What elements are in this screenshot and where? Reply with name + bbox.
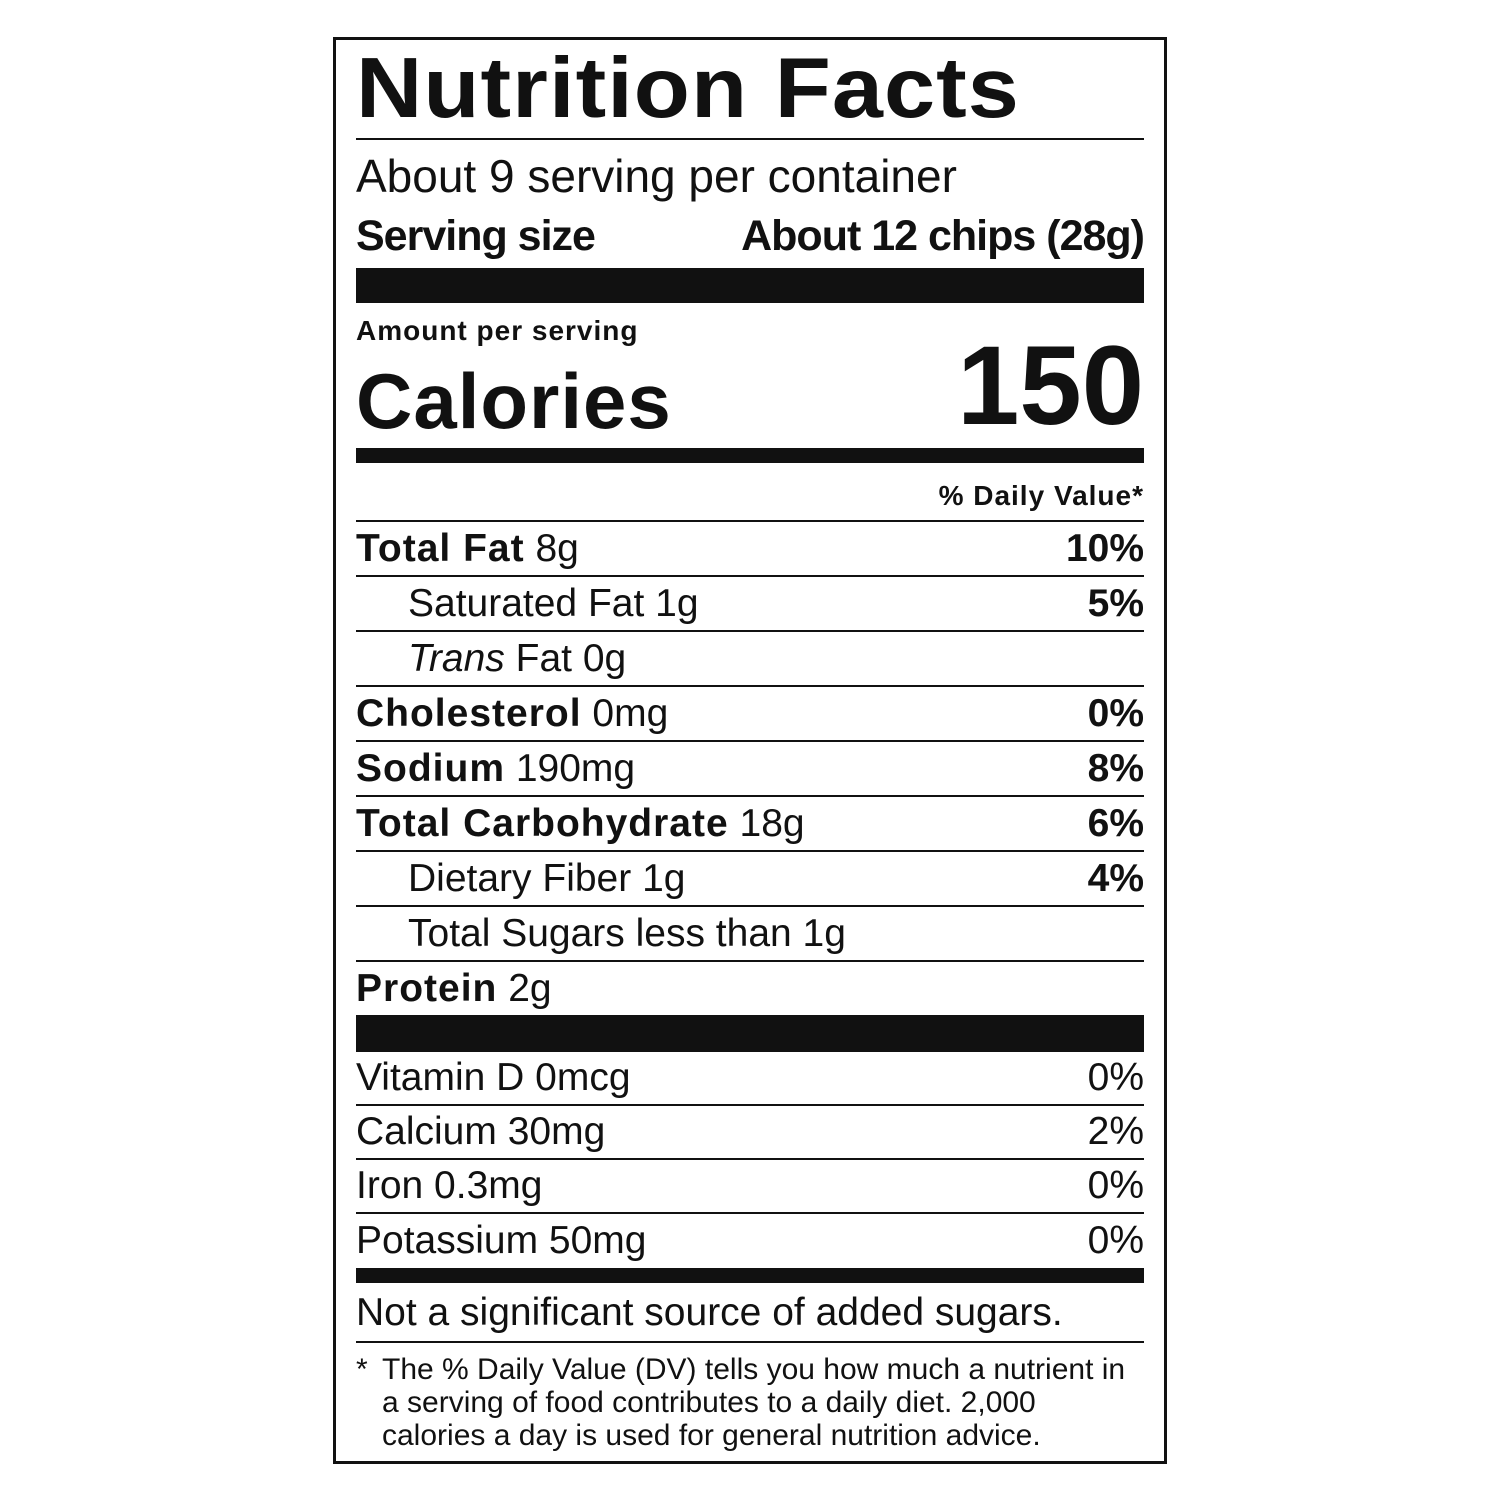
vitamin-label: Vitamin D 0mcg — [356, 1056, 631, 1099]
label-title: Nutrition Facts — [356, 41, 1020, 136]
nutrient-row: Trans Fat 0g — [356, 632, 1144, 687]
nutrient-name: Trans — [408, 637, 505, 680]
nutrient-row: Dietary Fiber 1g 4% — [356, 852, 1144, 907]
vitamin-row: Iron 0.3mg 0% — [356, 1160, 1144, 1214]
added-sugars-note: Not a significant source of added sugars… — [356, 1283, 1144, 1343]
calories-label: Calories — [356, 357, 672, 445]
vitamin-row: Vitamin D 0mcg 0% — [356, 1052, 1144, 1106]
nutrient-row: Protein 2g — [356, 962, 1144, 1015]
nutrient-name: Total Carbohydrate — [356, 802, 729, 845]
medium-divider — [356, 1268, 1144, 1283]
nutrient-dv: 6% — [1087, 802, 1144, 845]
nutrient-amount: 2g — [508, 967, 552, 1010]
vitamin-label: Potassium 50mg — [356, 1219, 647, 1262]
nutrient-row: Total Carbohydrate 18g 6% — [356, 797, 1144, 852]
vitamin-row: Potassium 50mg 0% — [356, 1214, 1144, 1268]
nutrient-name: Protein — [356, 967, 498, 1010]
footnote: * The % Daily Value (DV) tells you how m… — [356, 1343, 1144, 1452]
nutrient-amount: 1g — [642, 857, 686, 900]
calories-value: 150 — [957, 323, 1144, 448]
nutrient-name: Saturated Fat — [408, 582, 645, 625]
nutrient-amount: 18g — [739, 802, 805, 845]
nutrient-row: Total Sugars less than 1g — [356, 907, 1144, 962]
serving-size-value: About 12 chips (28g) — [741, 211, 1145, 260]
nutrient-dv: 0% — [1087, 692, 1144, 735]
nutrition-facts-label: Nutrition Facts About 9 serving per cont… — [333, 37, 1167, 1464]
nutrient-dv: 10% — [1065, 527, 1144, 570]
calories-row: Calories 150 — [356, 330, 1144, 448]
nutrient-amount: 190mg — [515, 747, 636, 790]
nutrient-name: Sodium — [356, 747, 505, 790]
vitamin-dv: 0% — [1087, 1164, 1144, 1207]
serving-size-label: Serving size — [356, 211, 596, 260]
amount-per-serving: Amount per serving — [356, 315, 639, 346]
nutrient-name: Total Sugars less than 1g — [408, 912, 846, 955]
nutrient-name: Dietary Fiber — [408, 857, 632, 900]
nutrient-row: Cholesterol 0mg 0% — [356, 687, 1144, 742]
serving-size-row: Serving size About 12 chips (28g) — [356, 206, 1145, 265]
daily-value-header: % Daily Value* — [356, 463, 1144, 522]
nutrient-dv: 5% — [1087, 582, 1144, 625]
footnote-text: The % Daily Value (DV) tells you how muc… — [382, 1353, 1126, 1452]
nutrient-row: Sodium 190mg 8% — [356, 742, 1144, 797]
vitamin-label: Calcium 30mg — [356, 1110, 606, 1153]
thick-divider — [356, 1015, 1144, 1052]
nutrient-name: Total Fat — [356, 527, 525, 570]
vitamin-dv: 2% — [1087, 1110, 1144, 1153]
nutrient-amount: 0mg — [592, 692, 669, 735]
servings-per-container: About 9 serving per container — [356, 150, 957, 202]
nutrient-amount: Fat 0g — [515, 637, 627, 680]
nutrient-row: Total Fat 8g 10% — [356, 522, 1144, 577]
vitamin-dv: 0% — [1087, 1056, 1144, 1099]
vitamin-label: Iron 0.3mg — [356, 1164, 543, 1207]
medium-divider — [356, 448, 1144, 463]
nutrient-row: Saturated Fat 1g 5% — [356, 577, 1144, 632]
nutrient-amount: 8g — [535, 527, 579, 570]
nutrient-dv: 8% — [1087, 747, 1144, 790]
nutrient-name: Cholesterol — [356, 692, 582, 735]
thick-divider — [356, 268, 1144, 303]
vitamin-row: Calcium 30mg 2% — [356, 1106, 1144, 1160]
nutrient-amount: 1g — [655, 582, 699, 625]
footnote-marker: * — [356, 1353, 368, 1386]
divider — [356, 138, 1144, 140]
vitamin-dv: 0% — [1087, 1219, 1144, 1262]
nutrient-dv: 4% — [1087, 857, 1144, 900]
